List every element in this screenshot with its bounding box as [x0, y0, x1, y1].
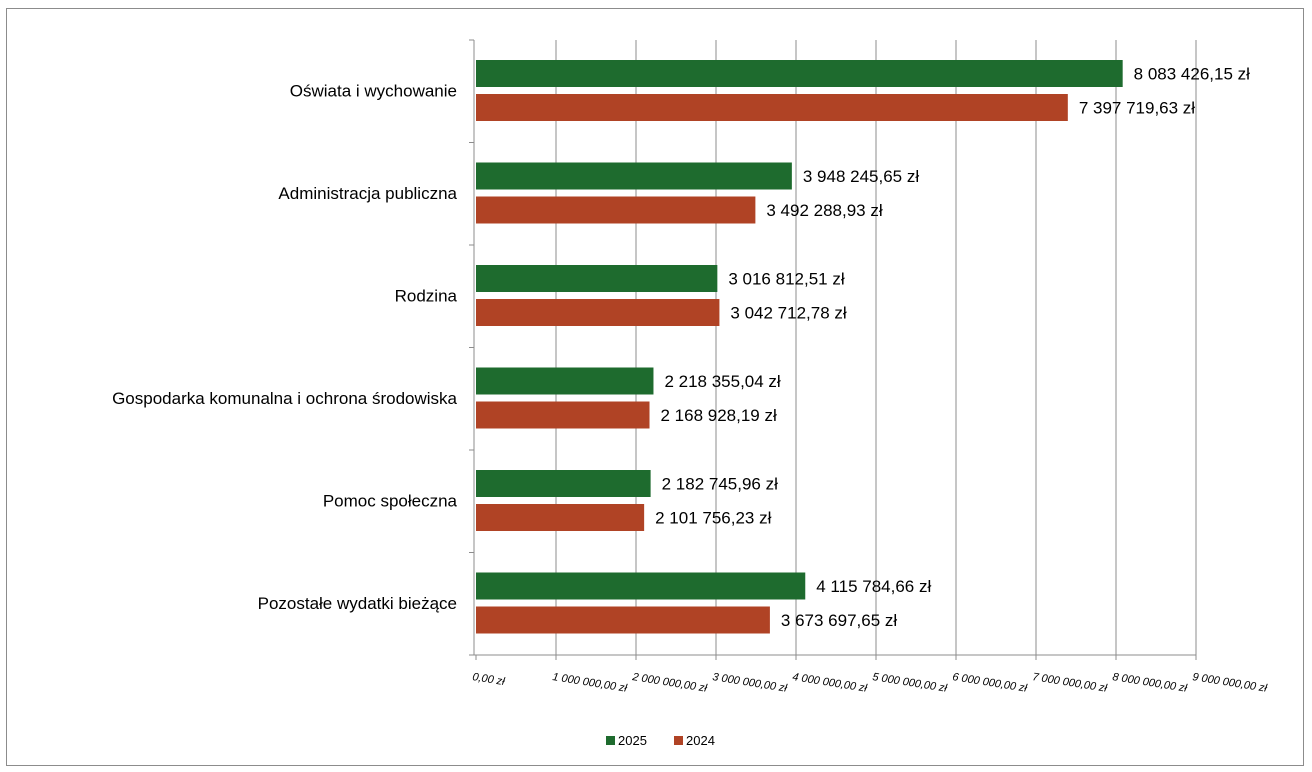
category-label: Pomoc społeczna [323, 492, 458, 511]
data-label: 3 673 697,65 zł [781, 611, 897, 630]
category-label: Administracja publiczna [278, 184, 457, 203]
bar-2024 [476, 401, 650, 429]
x-tick-label: 1 000 000,00 zł [552, 671, 629, 695]
bar-2025 [476, 60, 1123, 87]
bar-2024 [476, 606, 770, 634]
data-label: 2 218 355,04 zł [664, 372, 780, 391]
category-label: Gospodarka komunalna i ochrona środowisk… [112, 389, 457, 408]
x-tick-label: 7 000 000,00 zł [1032, 671, 1109, 695]
bar-2024 [476, 299, 720, 326]
data-label: 3 948 245,65 zł [803, 167, 919, 186]
legend-label: 2025 [618, 733, 647, 748]
bar-2024 [476, 504, 645, 531]
bar-2024 [476, 94, 1068, 121]
data-label: 3 492 288,93 zł [766, 201, 882, 220]
x-tick-label: 4 000 000,00 zł [792, 671, 869, 695]
bar-2025 [476, 265, 718, 292]
data-label: 3 042 712,78 zł [730, 304, 846, 323]
data-label: 2 182 745,96 zł [662, 475, 778, 494]
data-label: 2 168 928,19 zł [661, 406, 777, 425]
legend-swatch-2025 [606, 736, 615, 745]
x-tick-label: 8 000 000,00 zł [1112, 671, 1189, 695]
x-tick-label: 3 000 000,00 zł [712, 671, 789, 695]
legend-swatch-2024 [674, 736, 683, 745]
bar-2024 [476, 196, 756, 224]
data-label: 2 101 756,23 zł [655, 509, 771, 528]
data-label: 3 016 812,51 zł [728, 270, 844, 289]
x-tick-label: 9 000 000,00 zł [1192, 671, 1269, 695]
legend-label: 2024 [686, 733, 715, 748]
data-label: 4 115 784,66 zł [816, 577, 931, 596]
x-tick-label: 0,00 zł [472, 671, 506, 688]
category-label: Oświata i wychowanie [290, 82, 457, 101]
data-label: 8 083 426,15 zł [1134, 65, 1250, 84]
x-tick-label: 5 000 000,00 zł [872, 671, 949, 695]
chart-frame [6, 8, 1304, 766]
x-tick-label: 2 000 000,00 zł [631, 671, 709, 695]
category-label: Rodzina [395, 287, 458, 306]
bar-2025 [476, 367, 654, 395]
bar-2025 [476, 162, 792, 190]
bar-2025 [476, 572, 806, 600]
category-label: Pozostałe wydatki bieżące [258, 594, 457, 613]
bar-2025 [476, 470, 651, 497]
x-tick-label: 6 000 000,00 zł [952, 671, 1029, 695]
data-label: 7 397 719,63 zł [1079, 99, 1195, 118]
